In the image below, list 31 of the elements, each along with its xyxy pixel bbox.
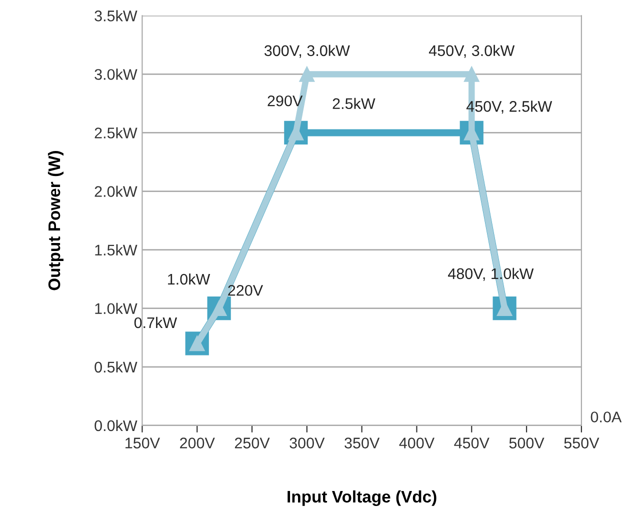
x-tick-label: 450V: [454, 438, 490, 448]
y-tick-label: 0.0kW: [94, 420, 138, 432]
annotation: 220V: [228, 284, 264, 296]
x-tick-label: 150V: [126, 438, 160, 448]
y-tick-label: 2.0kW: [94, 186, 138, 197]
annotation: 450V, 3.0kW: [428, 44, 515, 58]
x-tick-label: 350V: [344, 438, 380, 448]
x-tick-label: 500V: [509, 438, 544, 448]
annotation: 2.5kW: [332, 98, 376, 110]
annotation: 300V, 3.0kW: [264, 44, 350, 58]
annotation: 480V, 1.0kW: [448, 268, 534, 281]
annotation: 0.7kW: [134, 316, 178, 328]
text: 0.0A: [590, 412, 622, 422]
annotation: 290V: [268, 95, 303, 106]
annotation: 1.0kW: [168, 273, 210, 285]
x-tick-label: 250V: [234, 438, 270, 448]
point: [464, 66, 480, 82]
y-tick-label: 1.0kW: [95, 302, 138, 314]
x-tick-label: 300V: [290, 438, 325, 448]
y-tick-label: 0.5kW: [94, 361, 138, 373]
y-tick-label: 1.5kW: [95, 244, 138, 256]
x-axis-title: Input Voltage (Vdc): [288, 490, 436, 506]
point: [299, 66, 315, 82]
y-axis-title: Output Power (W): [48, 151, 64, 290]
x-tick-label: 200V: [180, 438, 215, 448]
y-tick-label: 3.0kW: [94, 68, 138, 80]
y-tick-label: 3.5kW: [94, 10, 138, 22]
x-tick-label: 550V: [564, 438, 600, 448]
y-tick-label: 2.5kW: [94, 127, 138, 138]
x-tick-label: 400V: [399, 438, 434, 448]
annotation: 450V, 2.5kW: [466, 100, 552, 114]
